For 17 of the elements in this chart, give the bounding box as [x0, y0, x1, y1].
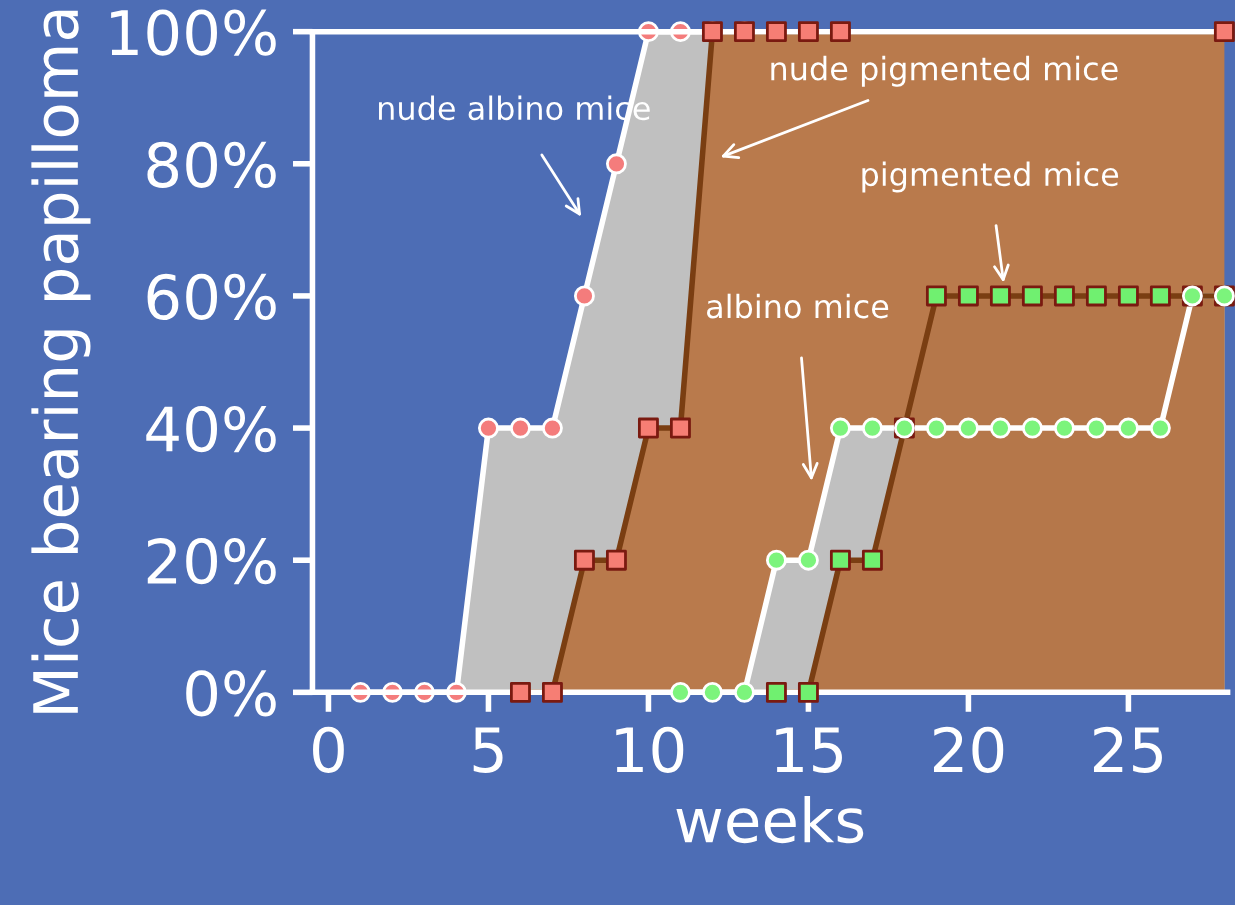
- y-tick-label: 40%: [146, 405, 276, 453]
- x-tick-label: 0: [313, 726, 344, 773]
- y-tick-label: 100%: [111, 9, 276, 56]
- annotation: nude pigmented mice: [771, 55, 1118, 87]
- annotation: albino mice: [707, 293, 889, 319]
- x-tick-label: 25: [1093, 726, 1162, 773]
- y-tick-label: 60%: [147, 273, 276, 321]
- y-tick-label: 0%: [186, 670, 276, 717]
- annotation: pigmented mice: [862, 161, 1119, 193]
- x-tick-label: 5: [473, 727, 503, 773]
- y-tick-label: 20%: [147, 538, 276, 585]
- x-tick-label: 10: [616, 726, 684, 773]
- y-tick-label: 80%: [147, 141, 276, 188]
- x-tick-label: 15: [776, 727, 842, 773]
- y-axis-title: Mice bearing papilloma: [31, 10, 91, 713]
- x-tick-label: 20: [934, 726, 1004, 773]
- x-axis-title: weeks: [676, 795, 864, 844]
